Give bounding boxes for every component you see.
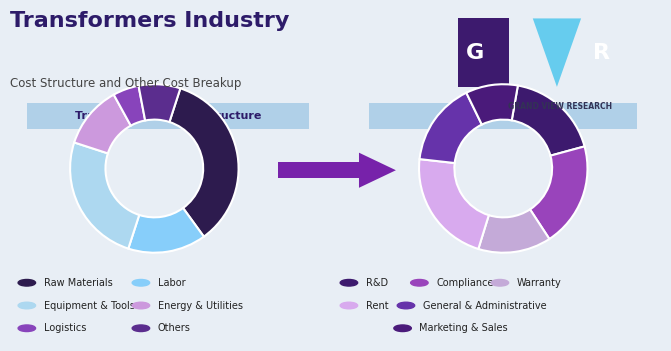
Text: Compliance: Compliance xyxy=(436,278,494,288)
Text: Logistics: Logistics xyxy=(44,323,86,333)
Text: GRAND VIEW RESEARCH: GRAND VIEW RESEARCH xyxy=(508,102,613,111)
Circle shape xyxy=(132,302,150,309)
Bar xyxy=(278,162,359,178)
Text: Transformers Industry: Transformers Industry xyxy=(10,11,289,31)
Text: Cost Structure and Other Cost Breakup: Cost Structure and Other Cost Breakup xyxy=(10,77,242,90)
Text: G: G xyxy=(466,43,484,62)
Circle shape xyxy=(397,302,415,309)
Circle shape xyxy=(132,279,150,286)
Circle shape xyxy=(132,325,150,332)
Circle shape xyxy=(491,279,509,286)
Circle shape xyxy=(340,279,358,286)
Wedge shape xyxy=(74,95,131,153)
Wedge shape xyxy=(114,86,145,126)
Wedge shape xyxy=(70,143,139,249)
Wedge shape xyxy=(419,159,488,249)
Circle shape xyxy=(18,302,36,309)
Text: Labor: Labor xyxy=(158,278,185,288)
Text: R: R xyxy=(593,43,610,62)
Wedge shape xyxy=(170,88,239,237)
Bar xyxy=(27,103,309,128)
Circle shape xyxy=(394,325,411,332)
Wedge shape xyxy=(478,209,550,253)
Circle shape xyxy=(340,302,358,309)
Wedge shape xyxy=(530,146,588,239)
Text: Raw Materials: Raw Materials xyxy=(44,278,112,288)
Bar xyxy=(458,18,509,87)
Bar xyxy=(369,103,637,128)
Polygon shape xyxy=(359,153,396,188)
Circle shape xyxy=(18,325,36,332)
Wedge shape xyxy=(138,84,180,122)
Wedge shape xyxy=(128,208,204,253)
Wedge shape xyxy=(512,86,584,156)
Text: Other Cost Breakup: Other Cost Breakup xyxy=(442,111,565,121)
Text: Others: Others xyxy=(158,323,191,333)
Text: Rent: Rent xyxy=(366,300,389,311)
Wedge shape xyxy=(466,84,518,125)
Wedge shape xyxy=(419,93,482,163)
Circle shape xyxy=(18,279,36,286)
Text: Marketing & Sales: Marketing & Sales xyxy=(419,323,508,333)
Circle shape xyxy=(411,279,428,286)
Text: Equipment & Tools: Equipment & Tools xyxy=(44,300,134,311)
Text: R&D: R&D xyxy=(366,278,388,288)
Polygon shape xyxy=(533,18,581,87)
Text: Energy & Utilities: Energy & Utilities xyxy=(158,300,243,311)
Text: General & Administrative: General & Administrative xyxy=(423,300,546,311)
Text: Warranty: Warranty xyxy=(517,278,562,288)
Text: Transformers : Cost Structure: Transformers : Cost Structure xyxy=(74,111,261,121)
